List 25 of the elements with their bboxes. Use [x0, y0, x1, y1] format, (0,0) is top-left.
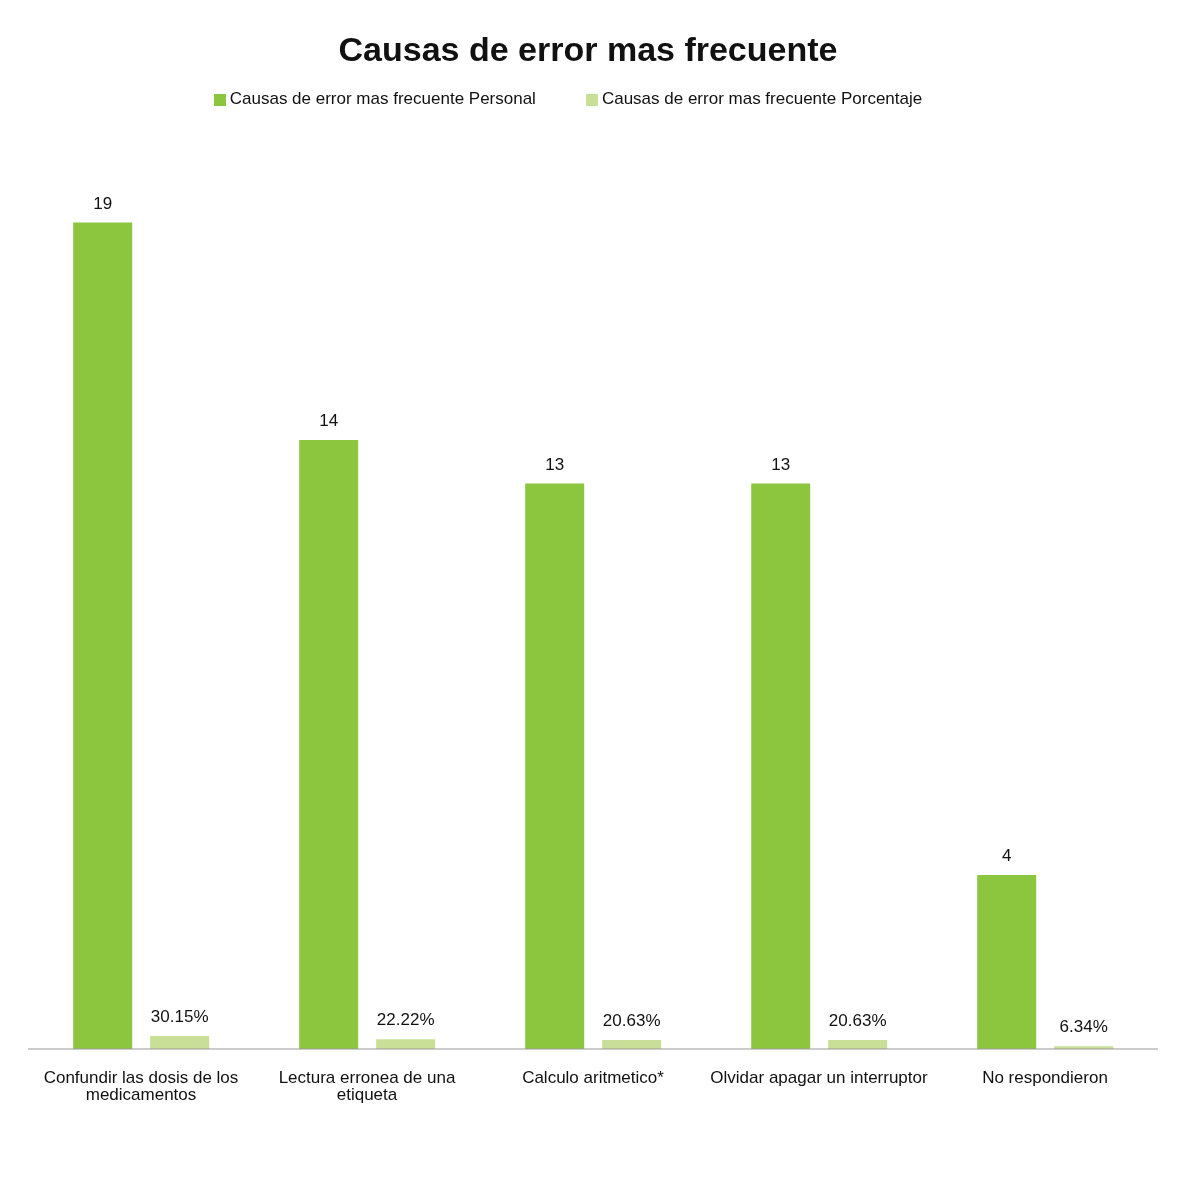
x-tick-label: Calculo aritmetico* — [522, 1068, 665, 1088]
bar — [376, 1039, 436, 1049]
legend-label: Causas de error mas frecuente Porcentaje — [601, 89, 923, 108]
x-tick-label: Olvidar apagar un interruptor — [710, 1068, 929, 1088]
bar — [299, 440, 359, 1049]
data-label: 22.22% — [376, 1010, 435, 1030]
bar — [751, 483, 811, 1049]
bar — [73, 222, 133, 1049]
x-tick-label: No respondieron — [982, 1068, 1108, 1088]
data-label: 20.63% — [602, 1011, 661, 1031]
data-label: 13 — [771, 454, 791, 474]
data-label: 30.15% — [150, 1006, 209, 1026]
data-label: 14 — [319, 411, 339, 430]
bar — [977, 875, 1037, 1049]
bar — [150, 1035, 210, 1049]
chart-title: Causas de error mas frecuente — [337, 30, 839, 69]
bar — [525, 483, 585, 1049]
x-tick-label: Confundir las dosis de los medicamentos — [43, 1068, 239, 1105]
x-tick-label: Lectura erronea de una etiqueta — [278, 1068, 456, 1105]
data-label: 19 — [93, 193, 113, 213]
data-label: 4 — [1001, 846, 1012, 865]
data-label: 6.34% — [1059, 1017, 1108, 1037]
data-label: 13 — [545, 454, 565, 474]
legend-label: Causas de error mas frecuente Personal — [229, 89, 536, 108]
data-label: 20.63% — [828, 1011, 887, 1031]
